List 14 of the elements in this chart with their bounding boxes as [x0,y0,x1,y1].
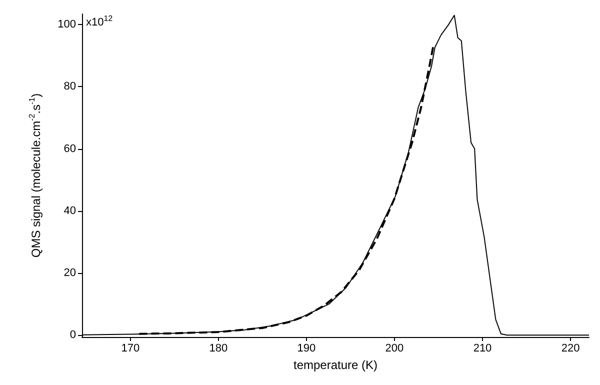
x-axis-title: temperature (K) [293,358,378,372]
x-tick-label: 220 [561,342,580,354]
x-tick-label: 170 [121,342,140,354]
y-tick-label: 20 [64,267,76,280]
x-tick-label: 200 [385,342,404,354]
y-tick-label: 40 [64,204,76,217]
y-tick-label: 100 [58,18,76,31]
x-tick-label: 190 [297,342,316,354]
x-tick-label: 210 [473,342,492,354]
y-axis-title: QMS signal (molecule.cm-2.s-1) [28,93,43,258]
y-tick-label: 0 [70,329,76,342]
y-tick-label: 60 [64,142,76,155]
y-tick-label: 80 [64,80,76,93]
x-tick-label: 180 [209,342,228,354]
